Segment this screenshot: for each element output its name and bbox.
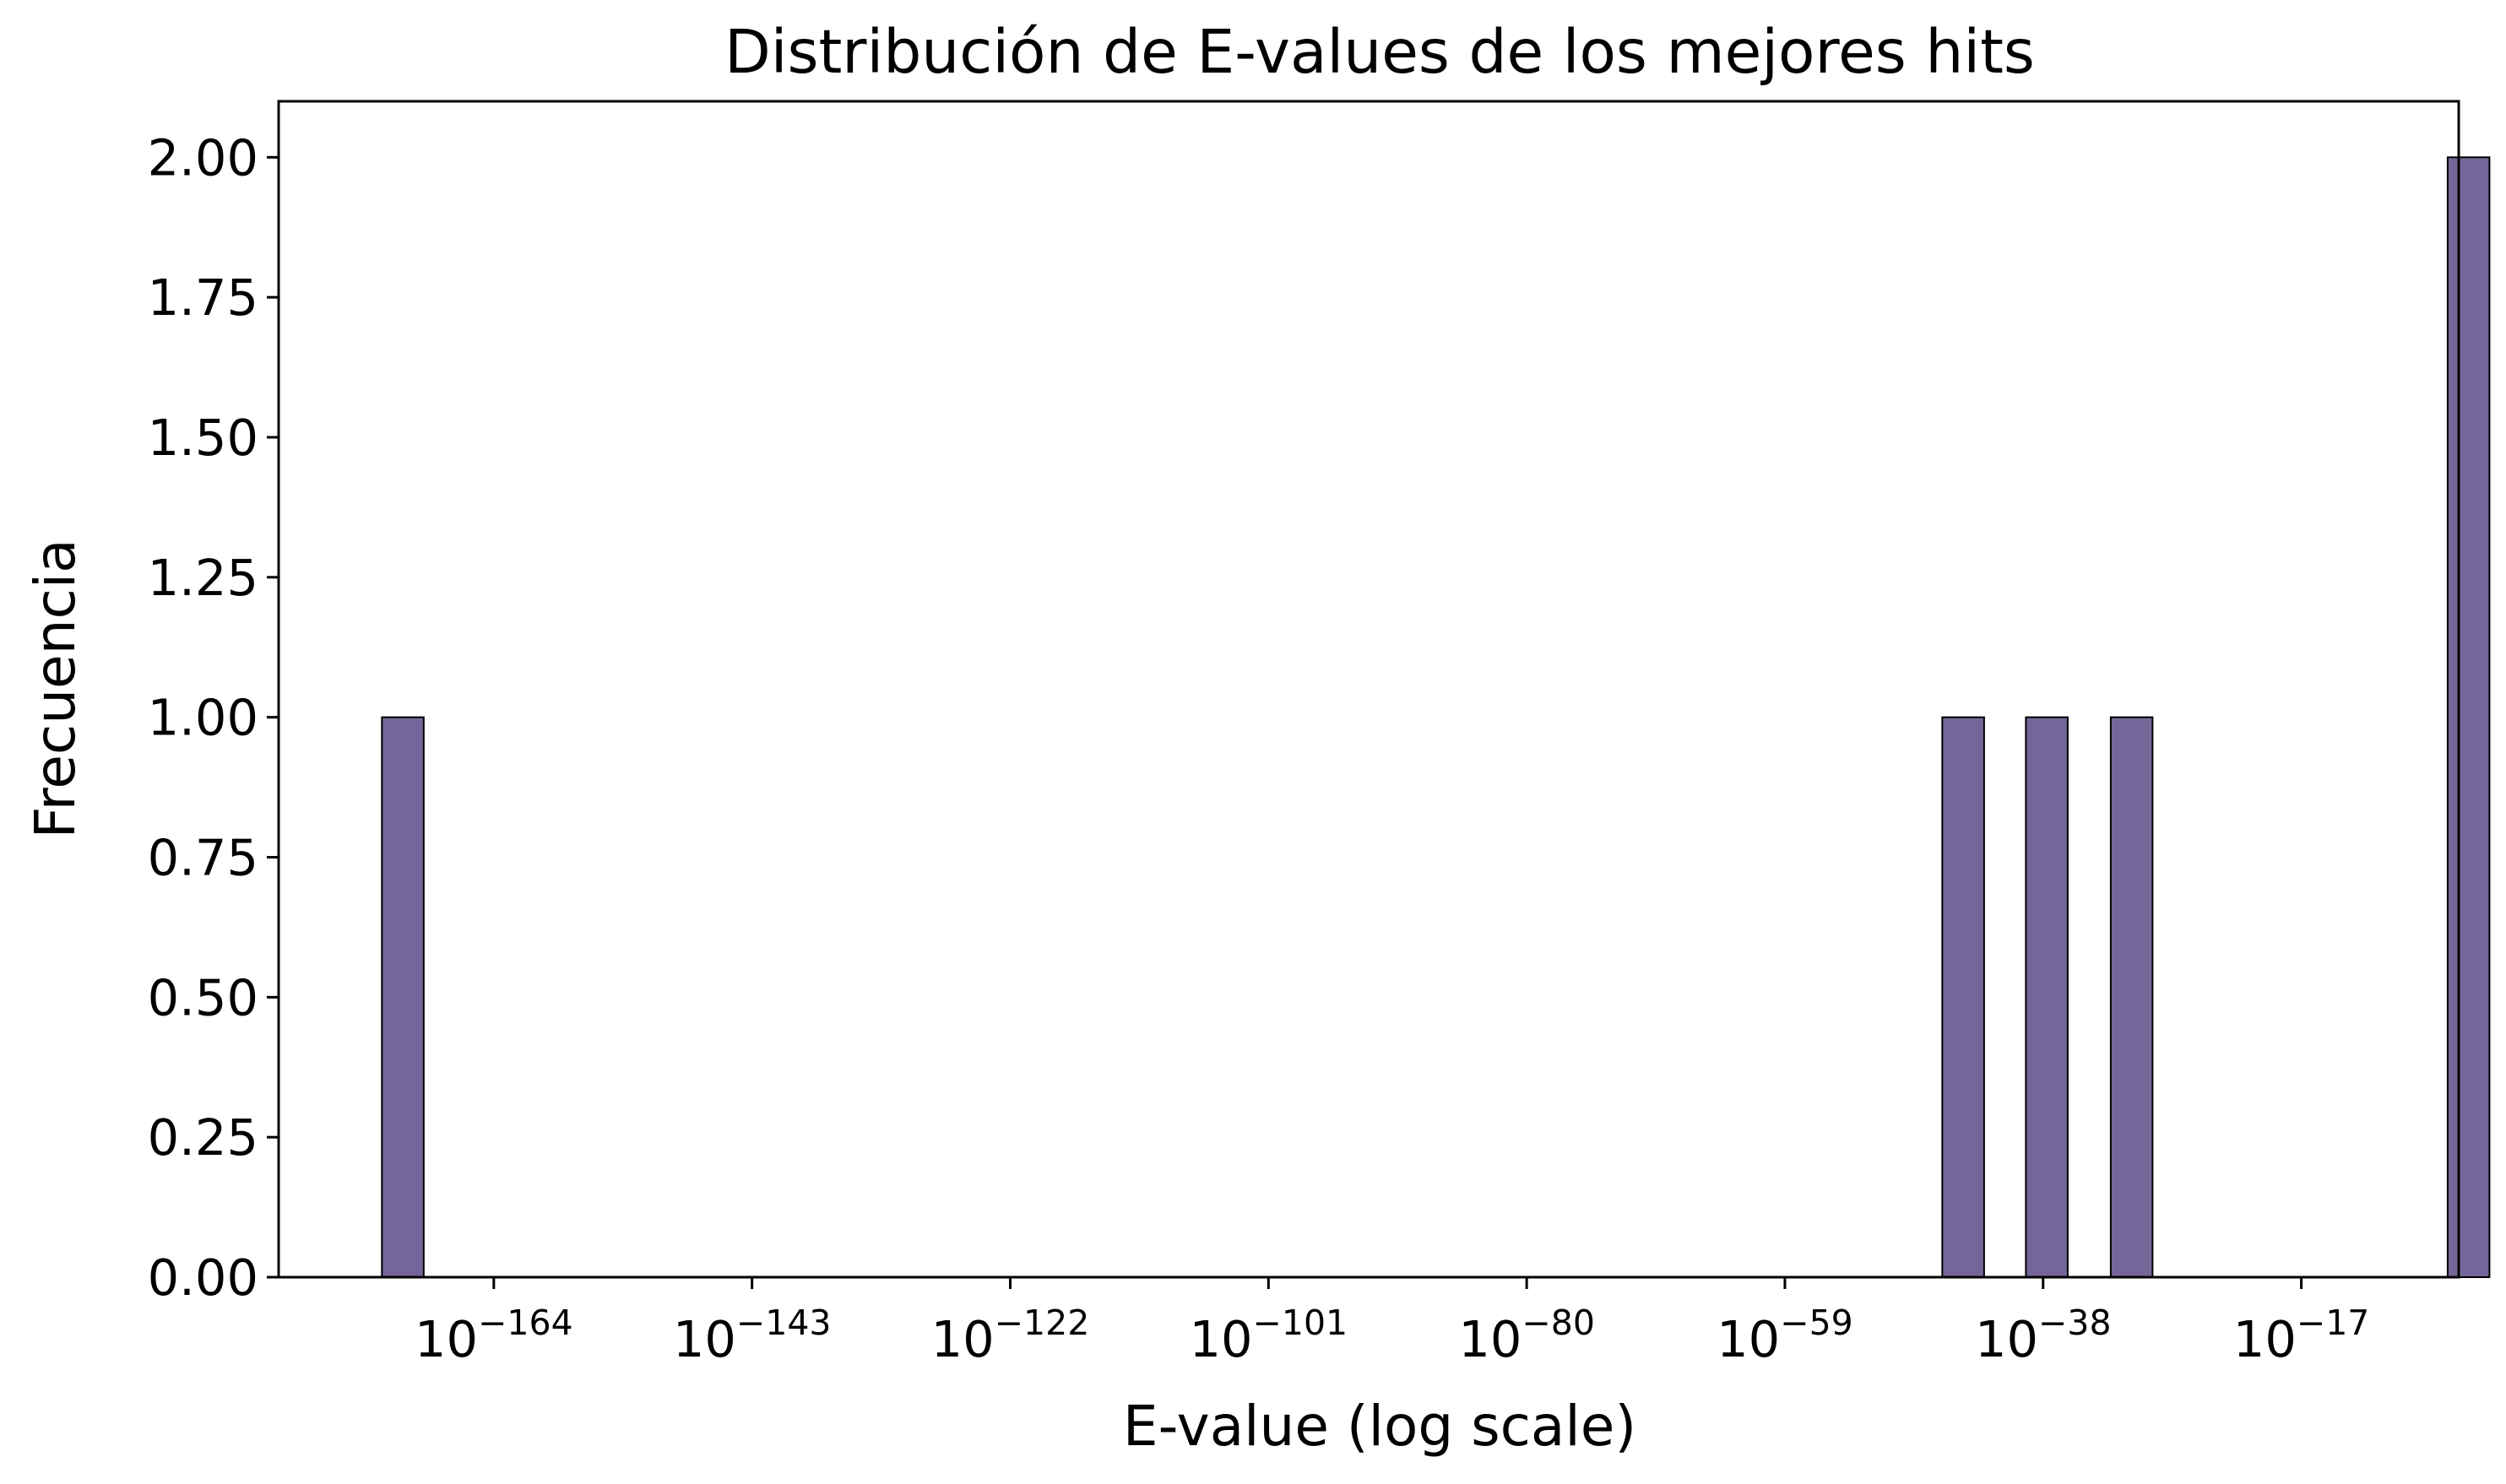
y-tick-label-7: 1.75: [148, 268, 258, 327]
x-tick-label-1: 10−143: [673, 1303, 832, 1368]
y-tick-label-5: 1.25: [148, 549, 258, 607]
y-axis: 0.00 0.25 0.50 0.75 1.00 1.25 1.50 1.75 2.00: [148, 128, 279, 1307]
chart-title: Distribución de E-values de los mejores …: [724, 17, 2035, 87]
histogram-bar-2: [2025, 716, 2069, 1278]
x-tick-label-6: 10−38: [1975, 1303, 2112, 1368]
y-tick-label-2: 0.50: [148, 968, 258, 1026]
histogram-bar-0: [381, 716, 425, 1278]
x-tick-label-2: 10−122: [931, 1303, 1090, 1368]
y-tick-label-6: 1.50: [148, 409, 258, 467]
histogram-bar-3: [2109, 716, 2154, 1278]
histogram-bar-1: [1941, 716, 1985, 1278]
y-tick-label-8: 2.00: [148, 128, 258, 187]
bars-group: [381, 156, 2491, 1278]
x-tick-label-3: 10−101: [1189, 1303, 1348, 1368]
y-axis-label: Frecuencia: [23, 539, 88, 838]
y-tick-label-0: 0.00: [148, 1248, 258, 1307]
y-tick-label-4: 1.00: [148, 689, 258, 747]
histogram-bar-4: [2446, 156, 2491, 1278]
x-axis-label: E-value (log scale): [1123, 1394, 1636, 1459]
y-tick-label-3: 0.75: [148, 829, 258, 887]
x-tick-label-0: 10−164: [415, 1303, 573, 1368]
x-tick-label-4: 10−80: [1458, 1303, 1595, 1368]
plot-frame: [277, 100, 2460, 1279]
y-tick-label-1: 0.25: [148, 1108, 258, 1167]
x-tick-label-5: 10−59: [1717, 1303, 1853, 1368]
x-tick-label-7: 10−17: [2233, 1303, 2370, 1368]
x-axis: 10−164 10−143 10−122 10−101 10−80 10−59 10−38 1…: [415, 1277, 2369, 1368]
